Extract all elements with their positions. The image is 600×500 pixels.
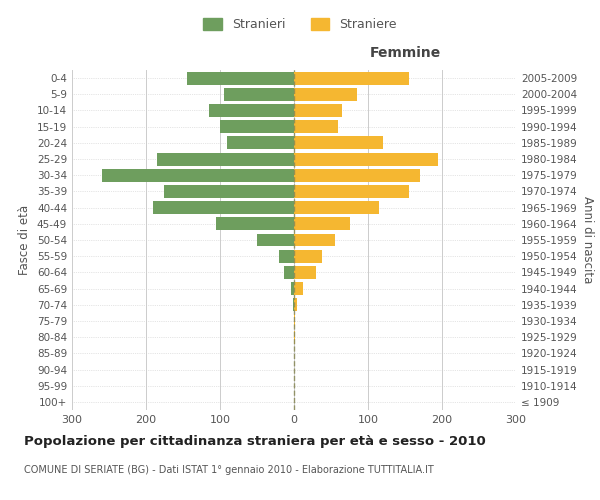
Bar	[294, 88, 357, 101]
Bar	[294, 104, 342, 117]
Bar	[294, 136, 383, 149]
Bar	[101, 169, 294, 181]
Text: COMUNE DI SERIATE (BG) - Dati ISTAT 1° gennaio 2010 - Elaborazione TUTTITALIA.IT: COMUNE DI SERIATE (BG) - Dati ISTAT 1° g…	[24, 465, 434, 475]
Y-axis label: Anni di nascita: Anni di nascita	[581, 196, 594, 284]
Bar	[294, 201, 379, 214]
Y-axis label: Fasce di età: Fasce di età	[19, 205, 31, 275]
Text: Popolazione per cittadinanza straniera per età e sesso - 2010: Popolazione per cittadinanza straniera p…	[24, 435, 486, 448]
Bar	[294, 282, 303, 295]
Bar	[227, 136, 294, 149]
Bar	[224, 88, 294, 101]
Bar	[187, 72, 294, 85]
Legend: Stranieri, Straniere: Stranieri, Straniere	[197, 11, 403, 38]
Bar	[294, 298, 297, 311]
Bar	[294, 266, 316, 279]
Bar	[154, 201, 294, 214]
Bar	[293, 298, 294, 311]
Bar	[217, 218, 294, 230]
Bar	[164, 185, 294, 198]
Bar	[279, 250, 294, 262]
Bar	[294, 72, 409, 85]
Bar	[157, 152, 294, 166]
Bar	[209, 104, 294, 117]
Bar	[294, 120, 338, 133]
Bar	[294, 250, 322, 262]
Bar	[257, 234, 294, 246]
Bar	[294, 314, 295, 328]
Bar	[294, 234, 335, 246]
Bar	[294, 218, 350, 230]
Bar	[294, 169, 420, 181]
Text: Femmine: Femmine	[370, 46, 440, 60]
Bar	[294, 152, 439, 166]
Bar	[284, 266, 294, 279]
Bar	[294, 330, 295, 344]
Bar	[220, 120, 294, 133]
Bar	[294, 185, 409, 198]
Bar	[291, 282, 294, 295]
